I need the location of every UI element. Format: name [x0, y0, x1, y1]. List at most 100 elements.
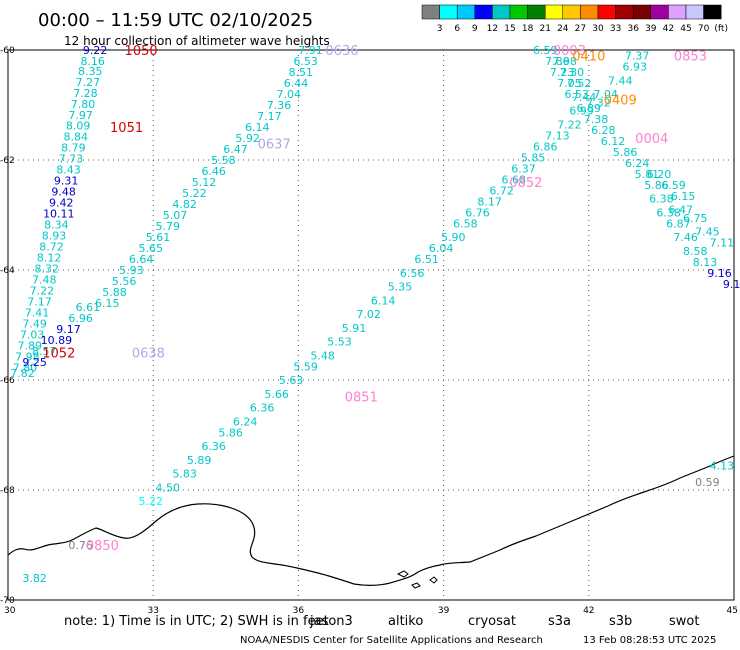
swh-value: 5.22 — [182, 187, 207, 200]
swh-value: 6.51 — [414, 253, 439, 266]
mission-name: altiko — [388, 614, 423, 629]
x-tick-labels: 30 33 36 39 42 45 — [4, 606, 738, 616]
scale-swatch — [527, 4, 546, 20]
swh-value: 6.14 — [371, 294, 396, 307]
swh-value: 5.81 — [635, 168, 660, 181]
swh-value: 6.72 — [489, 184, 514, 197]
note-text: note: 1) Time is in UTC; 2) SWH is in fe… — [64, 614, 329, 629]
swh-value: 6.44 — [284, 77, 309, 90]
swh-value: 6.53 — [564, 88, 589, 101]
swh-value: 6.38 — [649, 193, 674, 206]
grid-lines — [8, 50, 734, 600]
swh-value: 7.97 — [68, 109, 93, 122]
swh-value: 5.35 — [388, 281, 413, 294]
swh-value: 6.75 — [683, 212, 708, 225]
swh-value: 8.16 — [80, 55, 105, 68]
swh-value: 8.17 — [477, 195, 502, 208]
swh-value: 7.30 — [560, 66, 585, 79]
swh-value: 5.89 — [187, 454, 212, 467]
swh-value: 9.31 — [54, 174, 79, 187]
swh-value: 6.36 — [250, 402, 275, 415]
swh-value: 6.58 — [453, 217, 478, 230]
mission-name: jason3 — [309, 614, 353, 629]
swh-value: 6.47 — [669, 204, 694, 217]
swh-value: 8.12 — [37, 251, 62, 264]
swh-value: 6.64 — [129, 253, 154, 266]
scale-swatch — [509, 4, 528, 20]
scale-swatch — [492, 4, 511, 20]
swh-value: 7.17 — [257, 110, 282, 123]
scale-swatch — [474, 4, 493, 20]
y-tick-label: -62 — [0, 156, 15, 166]
swh-value: 6.15 — [95, 297, 120, 310]
swh-value: 6.59 — [533, 44, 558, 57]
mission-name: s3a — [548, 614, 571, 629]
swh-value: 7.28 — [73, 87, 98, 100]
swh-value: 7.22 — [557, 118, 582, 131]
swh-value: 6.12 — [601, 135, 626, 148]
swh-value: 9.1 — [723, 278, 740, 291]
mission-name: s3b — [609, 614, 632, 629]
chart-subtitle: 12 hour collection of altimeter wave hei… — [64, 34, 330, 48]
swh-value: 7.89 — [18, 339, 43, 352]
swh-value: 8.09 — [66, 119, 91, 132]
swh-value: 5.92 — [235, 132, 260, 145]
scale-swatch — [421, 4, 440, 20]
swh-value: 6.37 — [511, 162, 536, 175]
small-islands — [396, 570, 438, 589]
swh-value: 7.27 — [76, 76, 101, 89]
pass-label: 1051 — [110, 121, 143, 136]
swh-value: 5.07 — [163, 209, 188, 222]
scale-label: 30 — [592, 24, 604, 34]
scale-swatch — [703, 4, 722, 20]
swh-value: 7.44 — [608, 74, 633, 87]
mission-name: cryosat — [468, 614, 516, 629]
swh-value: 7.91 — [298, 44, 323, 57]
y-tick-label: -64 — [0, 266, 15, 276]
swh-value: 6.28 — [591, 124, 616, 137]
swh-value: 5.53 — [327, 336, 352, 349]
swh-value: 0.59 — [695, 476, 720, 489]
swh-value: 5.63 — [279, 374, 304, 387]
mission-legend: jason3 altiko cryosat s3a s3b swot — [309, 614, 699, 629]
swh-value: 7.03 — [20, 328, 45, 341]
scale-swatch — [597, 4, 616, 20]
swh-value: 8.43 — [56, 163, 81, 176]
scale-swatch — [580, 4, 599, 20]
scale-label: 6 — [454, 24, 460, 34]
swh-value: 8.13 — [693, 256, 718, 269]
swh-value: 7.17 — [27, 295, 52, 308]
y-tick-labels: -60 -62 -64 -66 -68 -70 — [0, 46, 15, 606]
swh-value: 5.66 — [264, 388, 289, 401]
swh-value: 8.72 — [39, 240, 64, 253]
swh-value: 10.89 — [41, 334, 73, 347]
swh-value: 9.48 — [51, 185, 76, 198]
swh-value: 7.80 — [13, 361, 38, 374]
swh-value: 5.61 — [146, 231, 171, 244]
swh-value: 5.86 — [218, 426, 243, 439]
swh-value: 6.24 — [625, 157, 650, 170]
swh-value: 5.79 — [155, 220, 180, 233]
pass-label: 0850 — [86, 539, 119, 554]
swh-value: 8.93 — [42, 229, 67, 242]
swh-value: 9.25 — [22, 356, 47, 369]
swh-value: 8.79 — [61, 141, 86, 154]
swh-value: 7.22 — [30, 284, 55, 297]
swh-value: 7.48 — [32, 273, 57, 286]
swh-value: 4.50 — [155, 481, 180, 494]
swh-value: 6.89 — [577, 102, 602, 115]
pass-label: 0638 — [132, 347, 165, 362]
scale-label: (ft) — [714, 24, 728, 34]
swh-value: 5.22 — [139, 495, 164, 508]
swh-value: 8.58 — [683, 245, 708, 258]
swh-value: 8.32 — [34, 262, 59, 275]
swh-value: 7.41 — [25, 306, 50, 319]
swh-value: 8.57 — [32, 345, 57, 358]
pass-label: 0853 — [674, 50, 707, 65]
swh-value: 8.34 — [44, 218, 69, 231]
swh-value: 7.11 — [710, 237, 735, 250]
swh-value: 5.65 — [139, 242, 164, 255]
swh-value: 7.04 — [593, 88, 618, 101]
swh-value: 9.22 — [83, 44, 108, 57]
swh-value: 3.82 — [22, 572, 47, 585]
